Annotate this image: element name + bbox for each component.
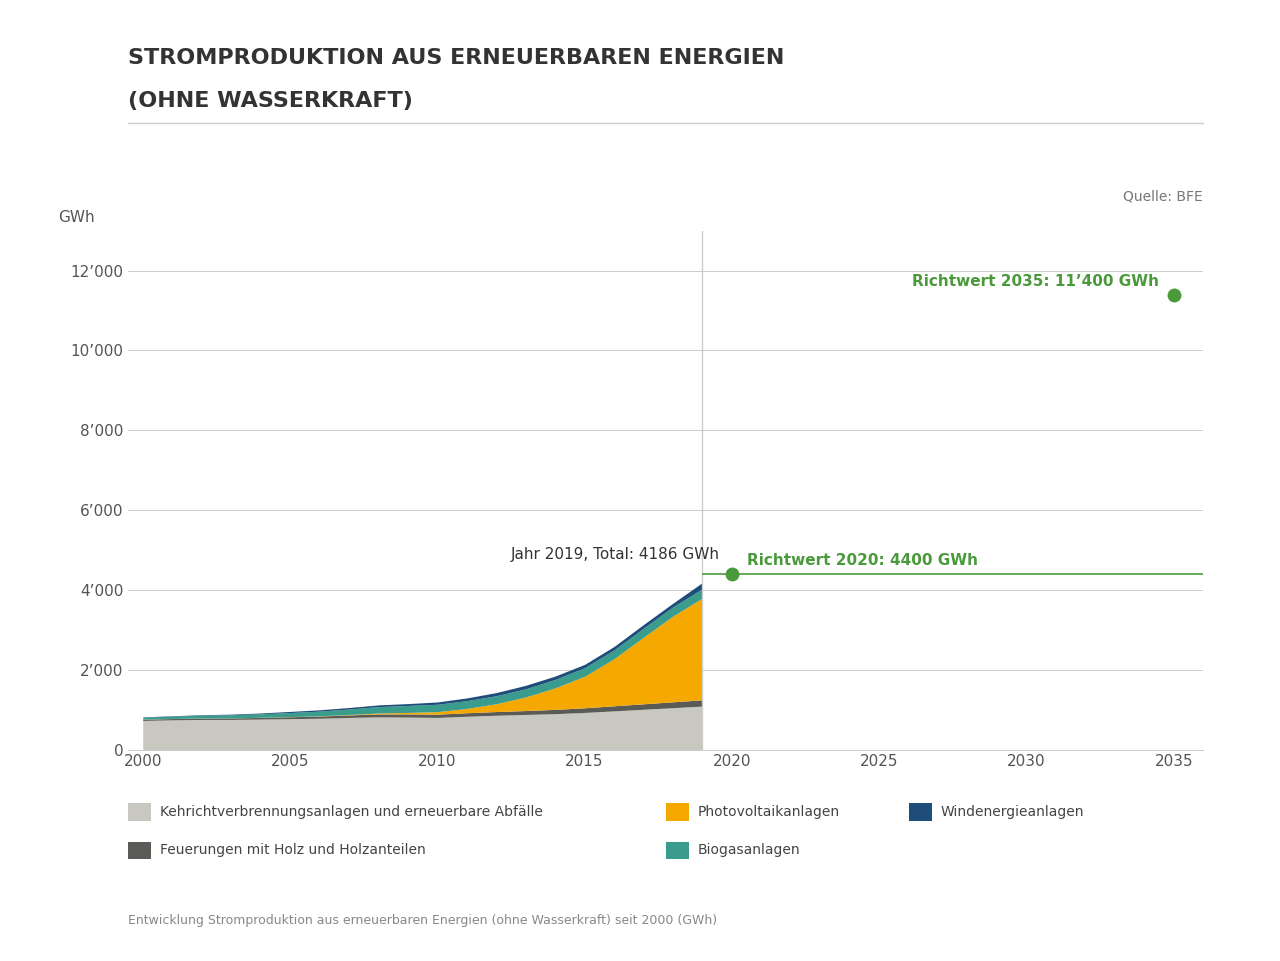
Text: Richtwert 2020: 4400 GWh: Richtwert 2020: 4400 GWh: [746, 553, 978, 568]
Text: Kehrichtverbrennungsanlagen und erneuerbare Abfälle: Kehrichtverbrennungsanlagen und erneuerb…: [160, 805, 543, 819]
Text: Biogasanlagen: Biogasanlagen: [698, 844, 800, 857]
Text: Richtwert 2035: 11’400 GWh: Richtwert 2035: 11’400 GWh: [913, 274, 1158, 288]
Text: Photovoltaikanlagen: Photovoltaikanlagen: [698, 805, 840, 819]
Text: Feuerungen mit Holz und Holzanteilen: Feuerungen mit Holz und Holzanteilen: [160, 844, 426, 857]
Text: Jahr 2019, Total: 4186 GWh: Jahr 2019, Total: 4186 GWh: [511, 547, 719, 562]
Text: GWh: GWh: [58, 209, 95, 225]
Text: Quelle: BFE: Quelle: BFE: [1124, 189, 1203, 203]
Text: Windenergieanlagen: Windenergieanlagen: [941, 805, 1084, 819]
Text: (OHNE WASSERKRAFT): (OHNE WASSERKRAFT): [128, 91, 413, 111]
Text: Entwicklung Stromproduktion aus erneuerbaren Energien (ohne Wasserkraft) seit 20: Entwicklung Stromproduktion aus erneuerb…: [128, 914, 717, 927]
Text: STROMPRODUKTION AUS ERNEUERBAREN ENERGIEN: STROMPRODUKTION AUS ERNEUERBAREN ENERGIE…: [128, 48, 785, 68]
